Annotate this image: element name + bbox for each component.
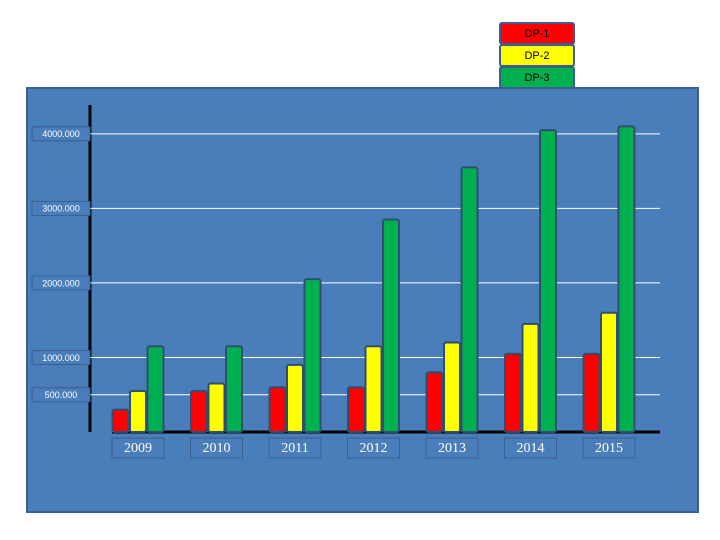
x-tick-label: 2009 bbox=[124, 441, 152, 456]
bar bbox=[364, 345, 383, 434]
y-tick-label: 3000.000 bbox=[42, 204, 80, 214]
bar bbox=[268, 386, 287, 434]
x-tick-box bbox=[111, 437, 165, 459]
bar bbox=[504, 352, 522, 433]
x-tick-label: 2015 bbox=[595, 441, 623, 456]
x-tick-label: 2014 bbox=[517, 441, 545, 456]
legend-label: DP-2 bbox=[524, 50, 549, 62]
bar bbox=[617, 125, 636, 433]
bar bbox=[382, 218, 400, 433]
x-tick-box bbox=[268, 437, 322, 459]
bar bbox=[146, 345, 165, 434]
x-tick-box bbox=[425, 437, 479, 459]
x-tick-label: 2013 bbox=[438, 441, 466, 456]
y-tick-label: 2000.000 bbox=[42, 278, 80, 288]
y-tick-box bbox=[31, 349, 91, 365]
bar bbox=[190, 390, 208, 433]
legend-label: DP-1 bbox=[524, 28, 549, 40]
y-tick-box bbox=[31, 275, 91, 291]
bar bbox=[303, 278, 322, 433]
y-tick-box bbox=[31, 126, 91, 142]
bar bbox=[225, 345, 243, 434]
y-tick-label: 500.000 bbox=[45, 390, 78, 400]
bar bbox=[129, 390, 147, 433]
y-tick-label: 4000.000 bbox=[42, 129, 80, 139]
bar bbox=[111, 408, 130, 433]
bar bbox=[600, 311, 618, 433]
bar bbox=[286, 363, 304, 433]
x-tick-label: 2010 bbox=[203, 441, 231, 456]
bar bbox=[521, 322, 540, 433]
bar bbox=[582, 352, 601, 433]
legend-label: DP-3 bbox=[524, 72, 549, 84]
bar bbox=[443, 341, 461, 433]
y-tick-label: 1000.000 bbox=[42, 353, 80, 363]
y-tick-box bbox=[31, 200, 91, 216]
legend-swatch bbox=[499, 66, 575, 89]
bar bbox=[460, 166, 479, 433]
bar bbox=[425, 371, 444, 434]
x-tick-label: 2012 bbox=[360, 441, 388, 456]
x-tick-box bbox=[504, 437, 557, 459]
bar bbox=[539, 129, 557, 433]
x-tick-box bbox=[190, 437, 243, 459]
bar bbox=[207, 382, 226, 433]
x-tick-box bbox=[582, 437, 636, 459]
bar bbox=[347, 386, 365, 434]
x-tick-box bbox=[347, 437, 400, 459]
x-tick-label: 2011 bbox=[281, 441, 308, 456]
y-tick-box bbox=[31, 387, 91, 403]
